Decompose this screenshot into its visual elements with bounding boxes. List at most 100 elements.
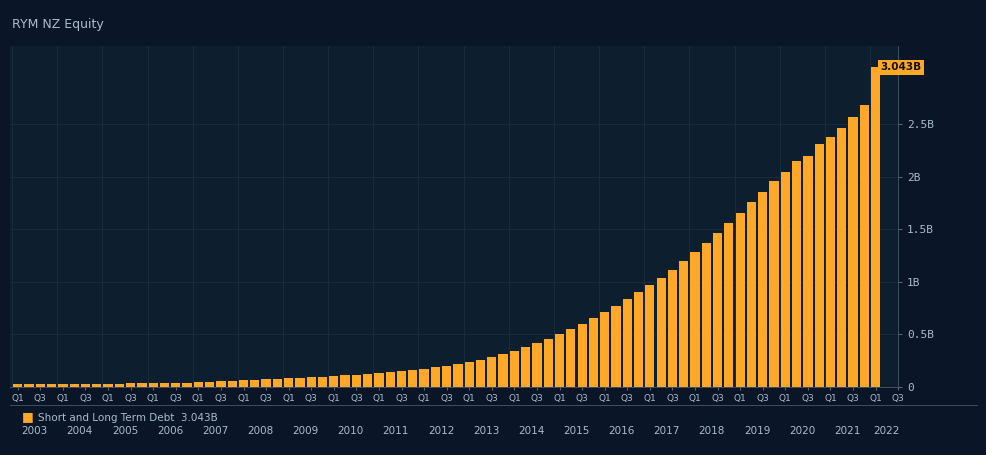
Bar xyxy=(712,233,722,387)
Bar xyxy=(668,270,676,387)
Text: 2022: 2022 xyxy=(873,426,899,436)
Bar xyxy=(566,329,575,387)
Bar xyxy=(249,380,259,387)
Bar xyxy=(554,334,564,387)
Bar xyxy=(317,377,326,387)
Text: 2006: 2006 xyxy=(157,426,183,436)
Bar xyxy=(599,312,608,387)
Text: 2017: 2017 xyxy=(653,426,679,436)
Bar xyxy=(442,366,451,387)
Bar xyxy=(678,261,687,387)
Bar xyxy=(543,339,552,387)
Bar xyxy=(47,384,56,387)
Bar xyxy=(633,292,643,387)
Bar xyxy=(780,172,789,387)
Bar xyxy=(464,362,473,387)
Bar xyxy=(239,380,247,387)
Bar xyxy=(351,374,361,387)
Bar xyxy=(160,383,169,387)
Bar xyxy=(58,384,67,387)
Bar xyxy=(453,364,462,387)
Bar xyxy=(396,371,406,387)
Bar xyxy=(284,379,293,387)
Bar xyxy=(295,378,305,387)
Bar xyxy=(813,144,823,387)
Bar xyxy=(689,253,699,387)
Text: 2009: 2009 xyxy=(292,426,318,436)
Bar xyxy=(577,324,586,387)
Bar xyxy=(363,374,372,387)
Bar xyxy=(149,383,158,387)
Bar xyxy=(610,306,620,387)
Bar xyxy=(724,223,733,387)
Bar xyxy=(531,343,541,387)
Text: ■: ■ xyxy=(22,410,34,423)
Text: 2010: 2010 xyxy=(337,426,364,436)
Text: 2021: 2021 xyxy=(833,426,860,436)
Bar xyxy=(645,285,654,387)
Bar xyxy=(340,375,349,387)
Bar xyxy=(13,384,23,387)
Bar xyxy=(307,377,316,387)
Text: 2011: 2011 xyxy=(383,426,408,436)
Text: 2014: 2014 xyxy=(518,426,544,436)
Bar xyxy=(182,383,191,387)
Bar xyxy=(272,379,282,387)
Bar xyxy=(205,382,214,387)
Bar xyxy=(475,359,485,387)
Text: Short and Long Term Debt  3.043B: Short and Long Term Debt 3.043B xyxy=(37,413,217,423)
Bar xyxy=(408,370,417,387)
Bar xyxy=(509,351,519,387)
Bar xyxy=(701,243,710,387)
Bar xyxy=(589,318,598,387)
Bar xyxy=(261,379,270,387)
Bar xyxy=(825,137,834,387)
Bar xyxy=(622,299,631,387)
Bar xyxy=(104,384,112,387)
Text: 2007: 2007 xyxy=(202,426,228,436)
Bar xyxy=(329,376,338,387)
Bar xyxy=(498,354,507,387)
Text: 2015: 2015 xyxy=(563,426,589,436)
Bar xyxy=(521,347,529,387)
Bar xyxy=(769,181,778,387)
Bar xyxy=(228,381,237,387)
Text: 2004: 2004 xyxy=(67,426,93,436)
Bar xyxy=(374,373,384,387)
Text: 2018: 2018 xyxy=(698,426,725,436)
Text: 2008: 2008 xyxy=(247,426,273,436)
Text: 2003: 2003 xyxy=(22,426,47,436)
Bar xyxy=(114,384,124,387)
Bar xyxy=(69,384,79,387)
Bar xyxy=(870,67,880,387)
Bar xyxy=(848,117,857,387)
Bar xyxy=(757,192,766,387)
Bar xyxy=(419,369,428,387)
Bar xyxy=(216,381,226,387)
Bar xyxy=(25,384,34,387)
Bar xyxy=(35,384,45,387)
Bar xyxy=(92,384,102,387)
Text: 2013: 2013 xyxy=(472,426,499,436)
Text: 2016: 2016 xyxy=(607,426,634,436)
Bar xyxy=(836,128,846,387)
Text: 2005: 2005 xyxy=(111,426,138,436)
Bar xyxy=(656,278,666,387)
Text: 2020: 2020 xyxy=(788,426,814,436)
Bar xyxy=(126,384,135,387)
Bar xyxy=(791,161,801,387)
Bar xyxy=(735,213,744,387)
Bar xyxy=(81,384,90,387)
Text: RYM NZ Equity: RYM NZ Equity xyxy=(12,18,104,31)
Bar xyxy=(803,156,811,387)
Bar xyxy=(386,372,394,387)
Bar xyxy=(171,383,180,387)
Bar xyxy=(430,367,440,387)
Bar xyxy=(859,106,868,387)
Bar xyxy=(137,384,146,387)
Text: 2019: 2019 xyxy=(743,426,769,436)
Bar xyxy=(746,202,755,387)
Text: 2012: 2012 xyxy=(427,426,454,436)
Bar xyxy=(487,357,496,387)
Bar xyxy=(193,382,203,387)
